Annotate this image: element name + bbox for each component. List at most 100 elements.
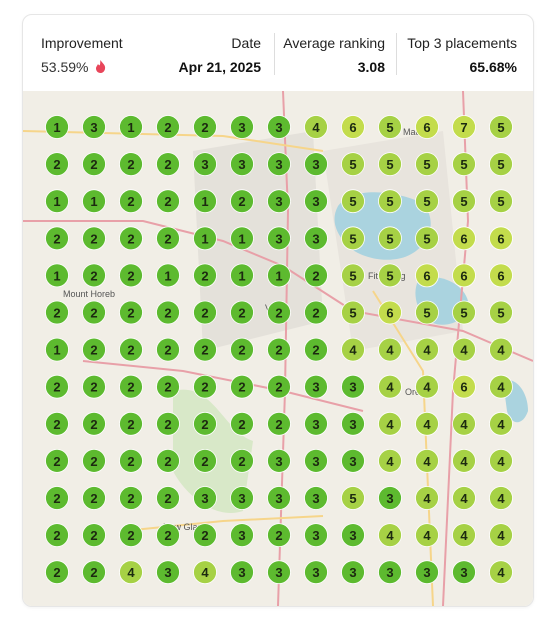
- rank-circle: [156, 374, 180, 399]
- rank-number: 6: [497, 231, 504, 246]
- rank-circle: [45, 189, 69, 214]
- rank-circle: [82, 152, 106, 176]
- rank-circle: [230, 263, 254, 288]
- rank-circle: [45, 523, 69, 548]
- rank-circle: [119, 226, 143, 251]
- rank-grid: 1 3 1 2 2 3 3 4 6 5 6 7 5 2 2 2 2 3 3 3 3 5 5 5 5 5 1 1 2 2 1 2 3 3 5 5 5 5 5 2…: [45, 115, 513, 585]
- rank-pin: 3: [415, 560, 439, 585]
- rank-pin: 3: [304, 374, 328, 399]
- rank-circle: [378, 226, 402, 251]
- rank-number: 4: [460, 454, 468, 469]
- rank-pin: 3: [378, 560, 402, 585]
- rank-pin: 2: [193, 411, 217, 436]
- map-label: Mount Horeb: [63, 289, 115, 299]
- rank-pin: 2: [156, 448, 180, 473]
- rank-number: 3: [349, 417, 356, 432]
- rank-pin: 1: [45, 115, 69, 139]
- map-label: New Glarus: [163, 522, 211, 532]
- rank-circle: [489, 337, 513, 362]
- rank-number: 2: [201, 454, 208, 469]
- rank-circle: [452, 189, 476, 214]
- rank-number: 5: [386, 231, 393, 246]
- rank-number: 2: [164, 380, 171, 395]
- rank-number: 2: [164, 417, 171, 432]
- rank-circle: [230, 189, 254, 214]
- rank-circle: [489, 152, 513, 176]
- rank-pin: 2: [119, 263, 143, 288]
- rank-number: 2: [164, 120, 171, 135]
- rank-number: 3: [312, 231, 319, 246]
- rank-number: 3: [312, 194, 319, 209]
- rank-circle: [489, 523, 513, 548]
- rank-circle: [415, 486, 439, 510]
- rank-number: 2: [53, 380, 60, 395]
- rank-number: 2: [275, 417, 282, 432]
- rank-circle: [341, 486, 365, 510]
- rank-pin: 5: [415, 300, 439, 325]
- rank-circle: [341, 560, 365, 585]
- rank-pin: 4: [119, 560, 143, 585]
- rank-number: 5: [386, 120, 393, 135]
- rank-pin: 4: [415, 337, 439, 362]
- rank-number: 3: [312, 157, 319, 172]
- map-label: Madi: [403, 127, 423, 137]
- rank-circle: [304, 337, 328, 362]
- rank-circle: [82, 486, 106, 510]
- rank-number: 3: [238, 565, 245, 580]
- rank-pin: 5: [341, 300, 365, 325]
- rank-pin: 2: [230, 411, 254, 436]
- rank-number: 4: [460, 343, 468, 358]
- rank-circle: [45, 115, 69, 139]
- rank-pin: 3: [267, 226, 291, 251]
- stat: Top 3 placements 65.68%: [407, 35, 517, 75]
- rank-number: 2: [53, 491, 60, 506]
- rank-pin: 2: [193, 374, 217, 399]
- rank-circle: [341, 523, 365, 548]
- rank-number: 4: [386, 454, 394, 469]
- rank-pin: 2: [82, 374, 106, 399]
- card: Improvement 53.59% Date Apr 21, 2025 Ave…: [22, 14, 534, 607]
- rank-number: 4: [497, 528, 505, 543]
- rank-number: 2: [164, 454, 171, 469]
- rank-number: 2: [164, 343, 171, 358]
- rank-pin: 2: [119, 374, 143, 399]
- rank-pin: 2: [267, 337, 291, 362]
- rank-number: 2: [127, 231, 134, 246]
- rank-pin: 2: [230, 374, 254, 399]
- rank-number: 3: [423, 565, 430, 580]
- rank-number: 1: [90, 194, 97, 209]
- rank-circle: [267, 300, 291, 325]
- rank-circle: [267, 152, 291, 176]
- rank-pin: 5: [378, 152, 402, 176]
- rank-pin: 3: [304, 226, 328, 251]
- rank-pin: 3: [230, 115, 254, 139]
- rank-pin: 5: [415, 189, 439, 214]
- stat-value: 53.59%: [41, 59, 123, 75]
- park: [173, 389, 253, 513]
- rank-pin: 2: [304, 337, 328, 362]
- rank-circle: [156, 152, 180, 176]
- rank-number: 4: [423, 417, 431, 432]
- rank-pin: 4: [489, 523, 513, 548]
- rank-pin: 4: [415, 374, 439, 399]
- rank-pin: 1: [230, 226, 254, 251]
- rank-number: 2: [238, 380, 245, 395]
- rank-pin: 5: [378, 115, 402, 139]
- rank-pin: 4: [341, 337, 365, 362]
- rank-circle: [378, 523, 402, 548]
- rank-pin: 2: [82, 411, 106, 436]
- stat: Date Apr 21, 2025: [179, 35, 262, 75]
- rank-number: 2: [90, 417, 97, 432]
- rank-pin: 1: [45, 263, 69, 288]
- rank-circle: [378, 152, 402, 176]
- rank-circle: [230, 300, 254, 325]
- rank-circle: [489, 189, 513, 214]
- rank-circle: [452, 560, 476, 585]
- rank-circle: [193, 263, 217, 288]
- rank-circle: [378, 411, 402, 436]
- rank-circle: [193, 152, 217, 176]
- rank-number: 2: [164, 306, 171, 321]
- rank-circle: [119, 300, 143, 325]
- rank-number: 2: [90, 528, 97, 543]
